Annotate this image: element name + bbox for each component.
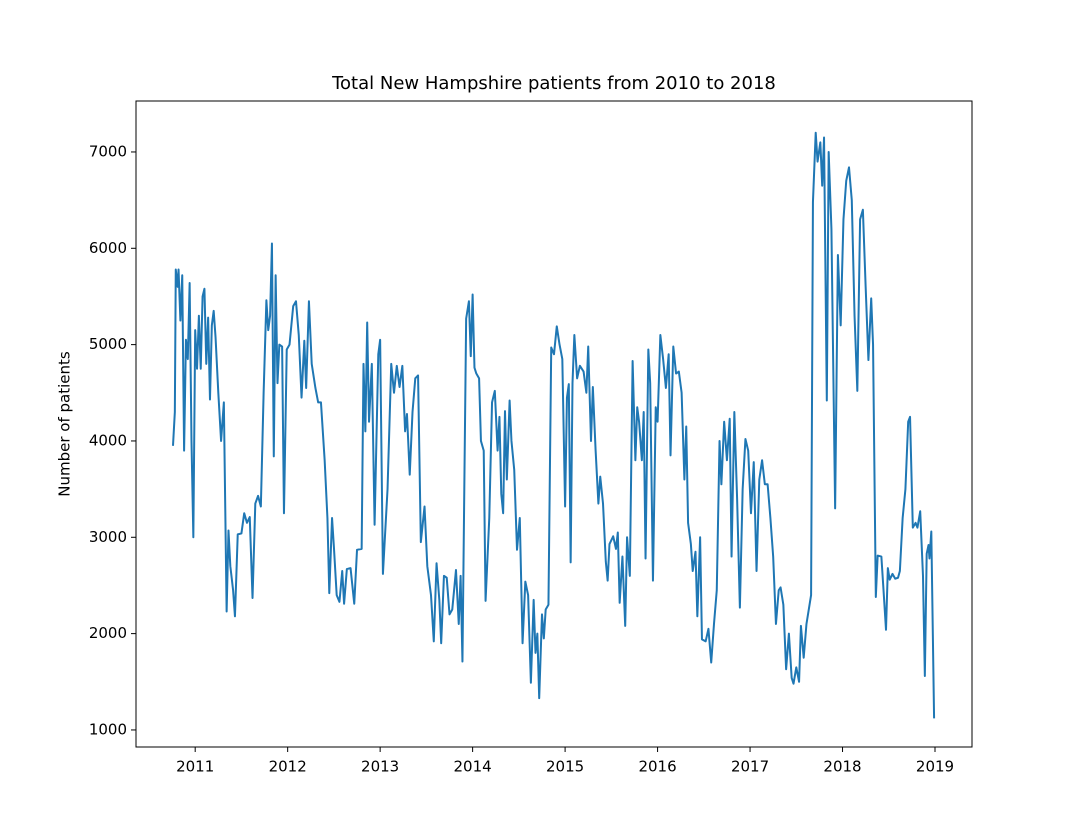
x-tick-label: 2014 — [454, 758, 492, 776]
x-tick-label: 2018 — [823, 758, 861, 776]
plot-frame — [135, 100, 973, 748]
y-tick-label: 4000 — [89, 431, 127, 449]
y-tick-label: 1000 — [89, 720, 127, 738]
x-tick-label: 2011 — [176, 758, 214, 776]
x-tick-label: 2013 — [361, 758, 399, 776]
x-tick-label: 2017 — [731, 758, 769, 776]
y-tick-label: 2000 — [89, 624, 127, 642]
data-line — [171, 131, 936, 719]
y-axis-label: Number of patients — [56, 351, 74, 497]
x-tick-label: 2015 — [546, 758, 584, 776]
y-tick-label: 7000 — [89, 142, 127, 160]
x-tick-label: 2012 — [269, 758, 307, 776]
y-tick-label: 5000 — [89, 335, 127, 353]
y-tick-label: 3000 — [89, 528, 127, 546]
chart-title: Total New Hampshire patients from 2010 t… — [331, 73, 776, 94]
x-tick-label: 2019 — [916, 758, 954, 776]
x-tick-label: 2016 — [638, 758, 676, 776]
y-tick-label: 6000 — [89, 239, 127, 257]
